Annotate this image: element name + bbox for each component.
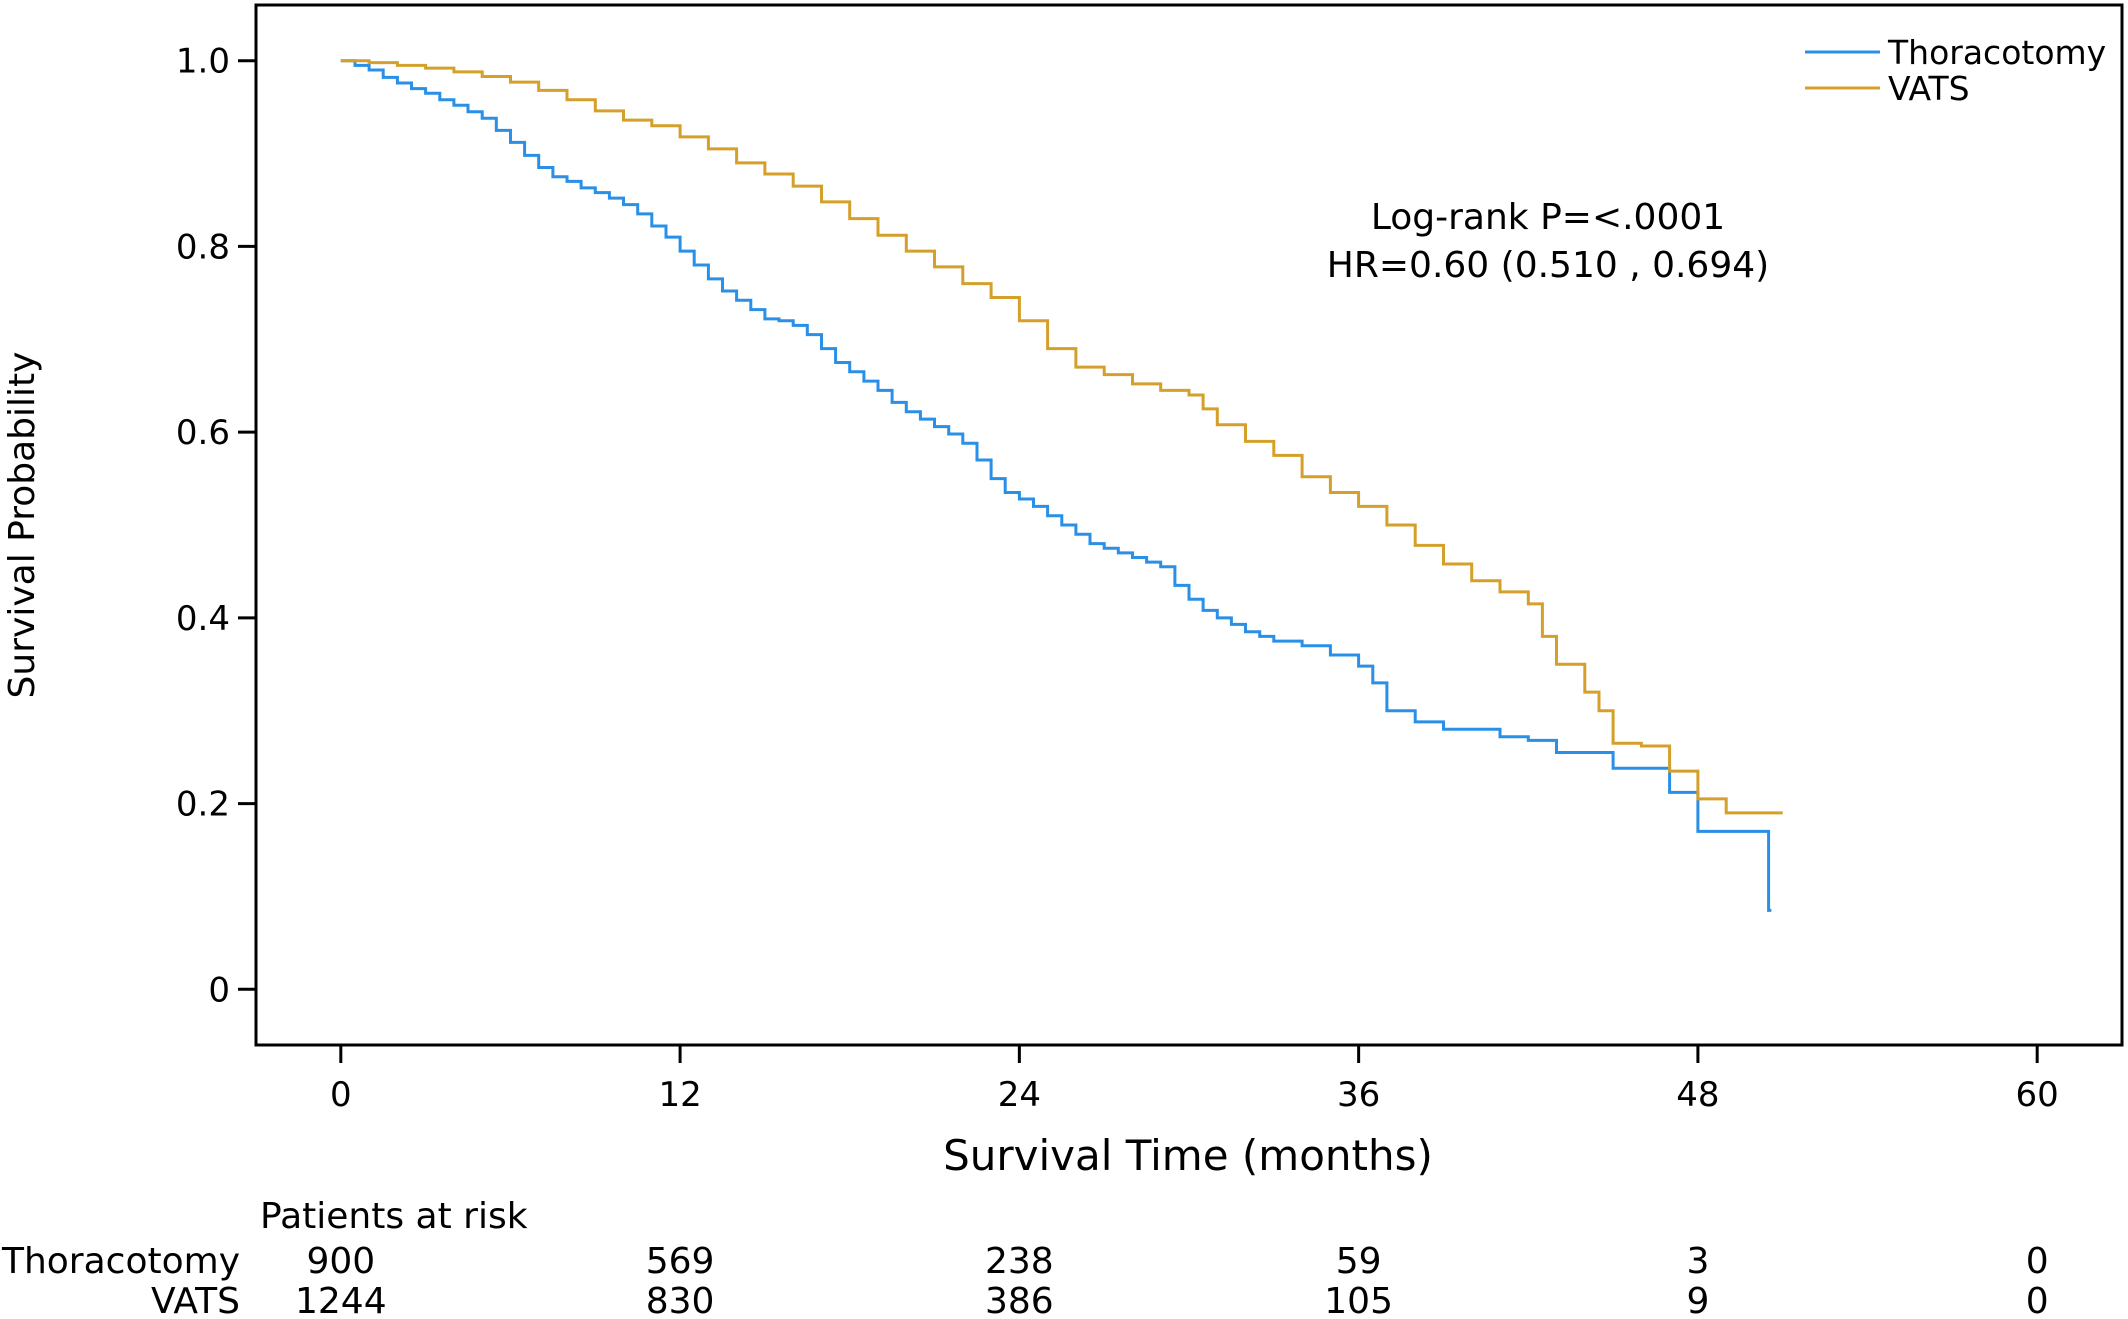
risk-count: 386 <box>985 1281 1054 1319</box>
stat-annotation: Log-rank P=<.0001 HR=0.60 (0.510 , 0.694… <box>1327 197 1769 286</box>
plot-frame <box>254 3 2124 1047</box>
y-tick-label: 0.2 <box>176 785 230 825</box>
risk-row-label-thoracotomy: Thoracotomy <box>1 1241 240 1282</box>
y-axis-label: Survival Probability <box>2 352 43 699</box>
x-axis-label: Survival Time (months) <box>943 1131 1433 1180</box>
y-tick-label: 1.0 <box>176 42 230 82</box>
x-tick-label: 60 <box>2016 1075 2059 1115</box>
series-line-thoracotomy <box>340 59 1772 912</box>
x-tick-label: 12 <box>658 1075 701 1115</box>
risk-count: 900 <box>306 1241 375 1282</box>
risk-table: Patients at risk Thoracotomy VATS 900 569… <box>1 1196 2049 1319</box>
y-tick-label: 0.6 <box>176 413 230 453</box>
y-tick-label: 0.4 <box>176 599 230 639</box>
logrank-text: Log-rank P=<.0001 <box>1371 197 1725 238</box>
x-tick-label: 24 <box>998 1075 1041 1115</box>
x-tick-label: 36 <box>1337 1075 1380 1115</box>
risk-count: 0 <box>2026 1281 2049 1319</box>
x-tick-label: 0 <box>330 1075 352 1115</box>
x-tick-label: 48 <box>1676 1075 1719 1115</box>
risk-table-values: 900 569 238 59 3 0 1244 830 386 105 9 0 <box>295 1241 2049 1319</box>
risk-count: 9 <box>1686 1281 1709 1319</box>
y-axis-ticks: 0 0.2 0.4 0.6 0.8 1.0 <box>176 42 256 1010</box>
legend-label-vats: VATS <box>1888 69 1970 108</box>
hazard-ratio-text: HR=0.60 (0.510 , 0.694) <box>1327 245 1769 286</box>
y-tick-label: 0 <box>208 970 230 1010</box>
risk-count: 3 <box>1686 1241 1709 1282</box>
risk-count: 0 <box>2026 1241 2049 1282</box>
series-line-vats <box>340 59 1783 815</box>
series-lines <box>340 59 1783 912</box>
risk-count: 59 <box>1336 1241 1382 1282</box>
risk-count: 830 <box>646 1281 715 1319</box>
risk-count: 569 <box>646 1241 715 1282</box>
y-tick-label: 0.8 <box>176 227 230 267</box>
risk-count: 1244 <box>295 1281 387 1319</box>
x-axis-ticks: 0 12 24 36 48 60 <box>330 1045 2059 1115</box>
risk-row-label-vats: VATS <box>151 1281 240 1319</box>
risk-count: 238 <box>985 1241 1054 1282</box>
risk-count: 105 <box>1324 1281 1393 1319</box>
legend-label-thoracotomy: Thoracotomy <box>1887 33 2106 72</box>
legend: Thoracotomy VATS <box>1805 33 2106 108</box>
risk-table-title: Patients at risk <box>260 1196 528 1237</box>
